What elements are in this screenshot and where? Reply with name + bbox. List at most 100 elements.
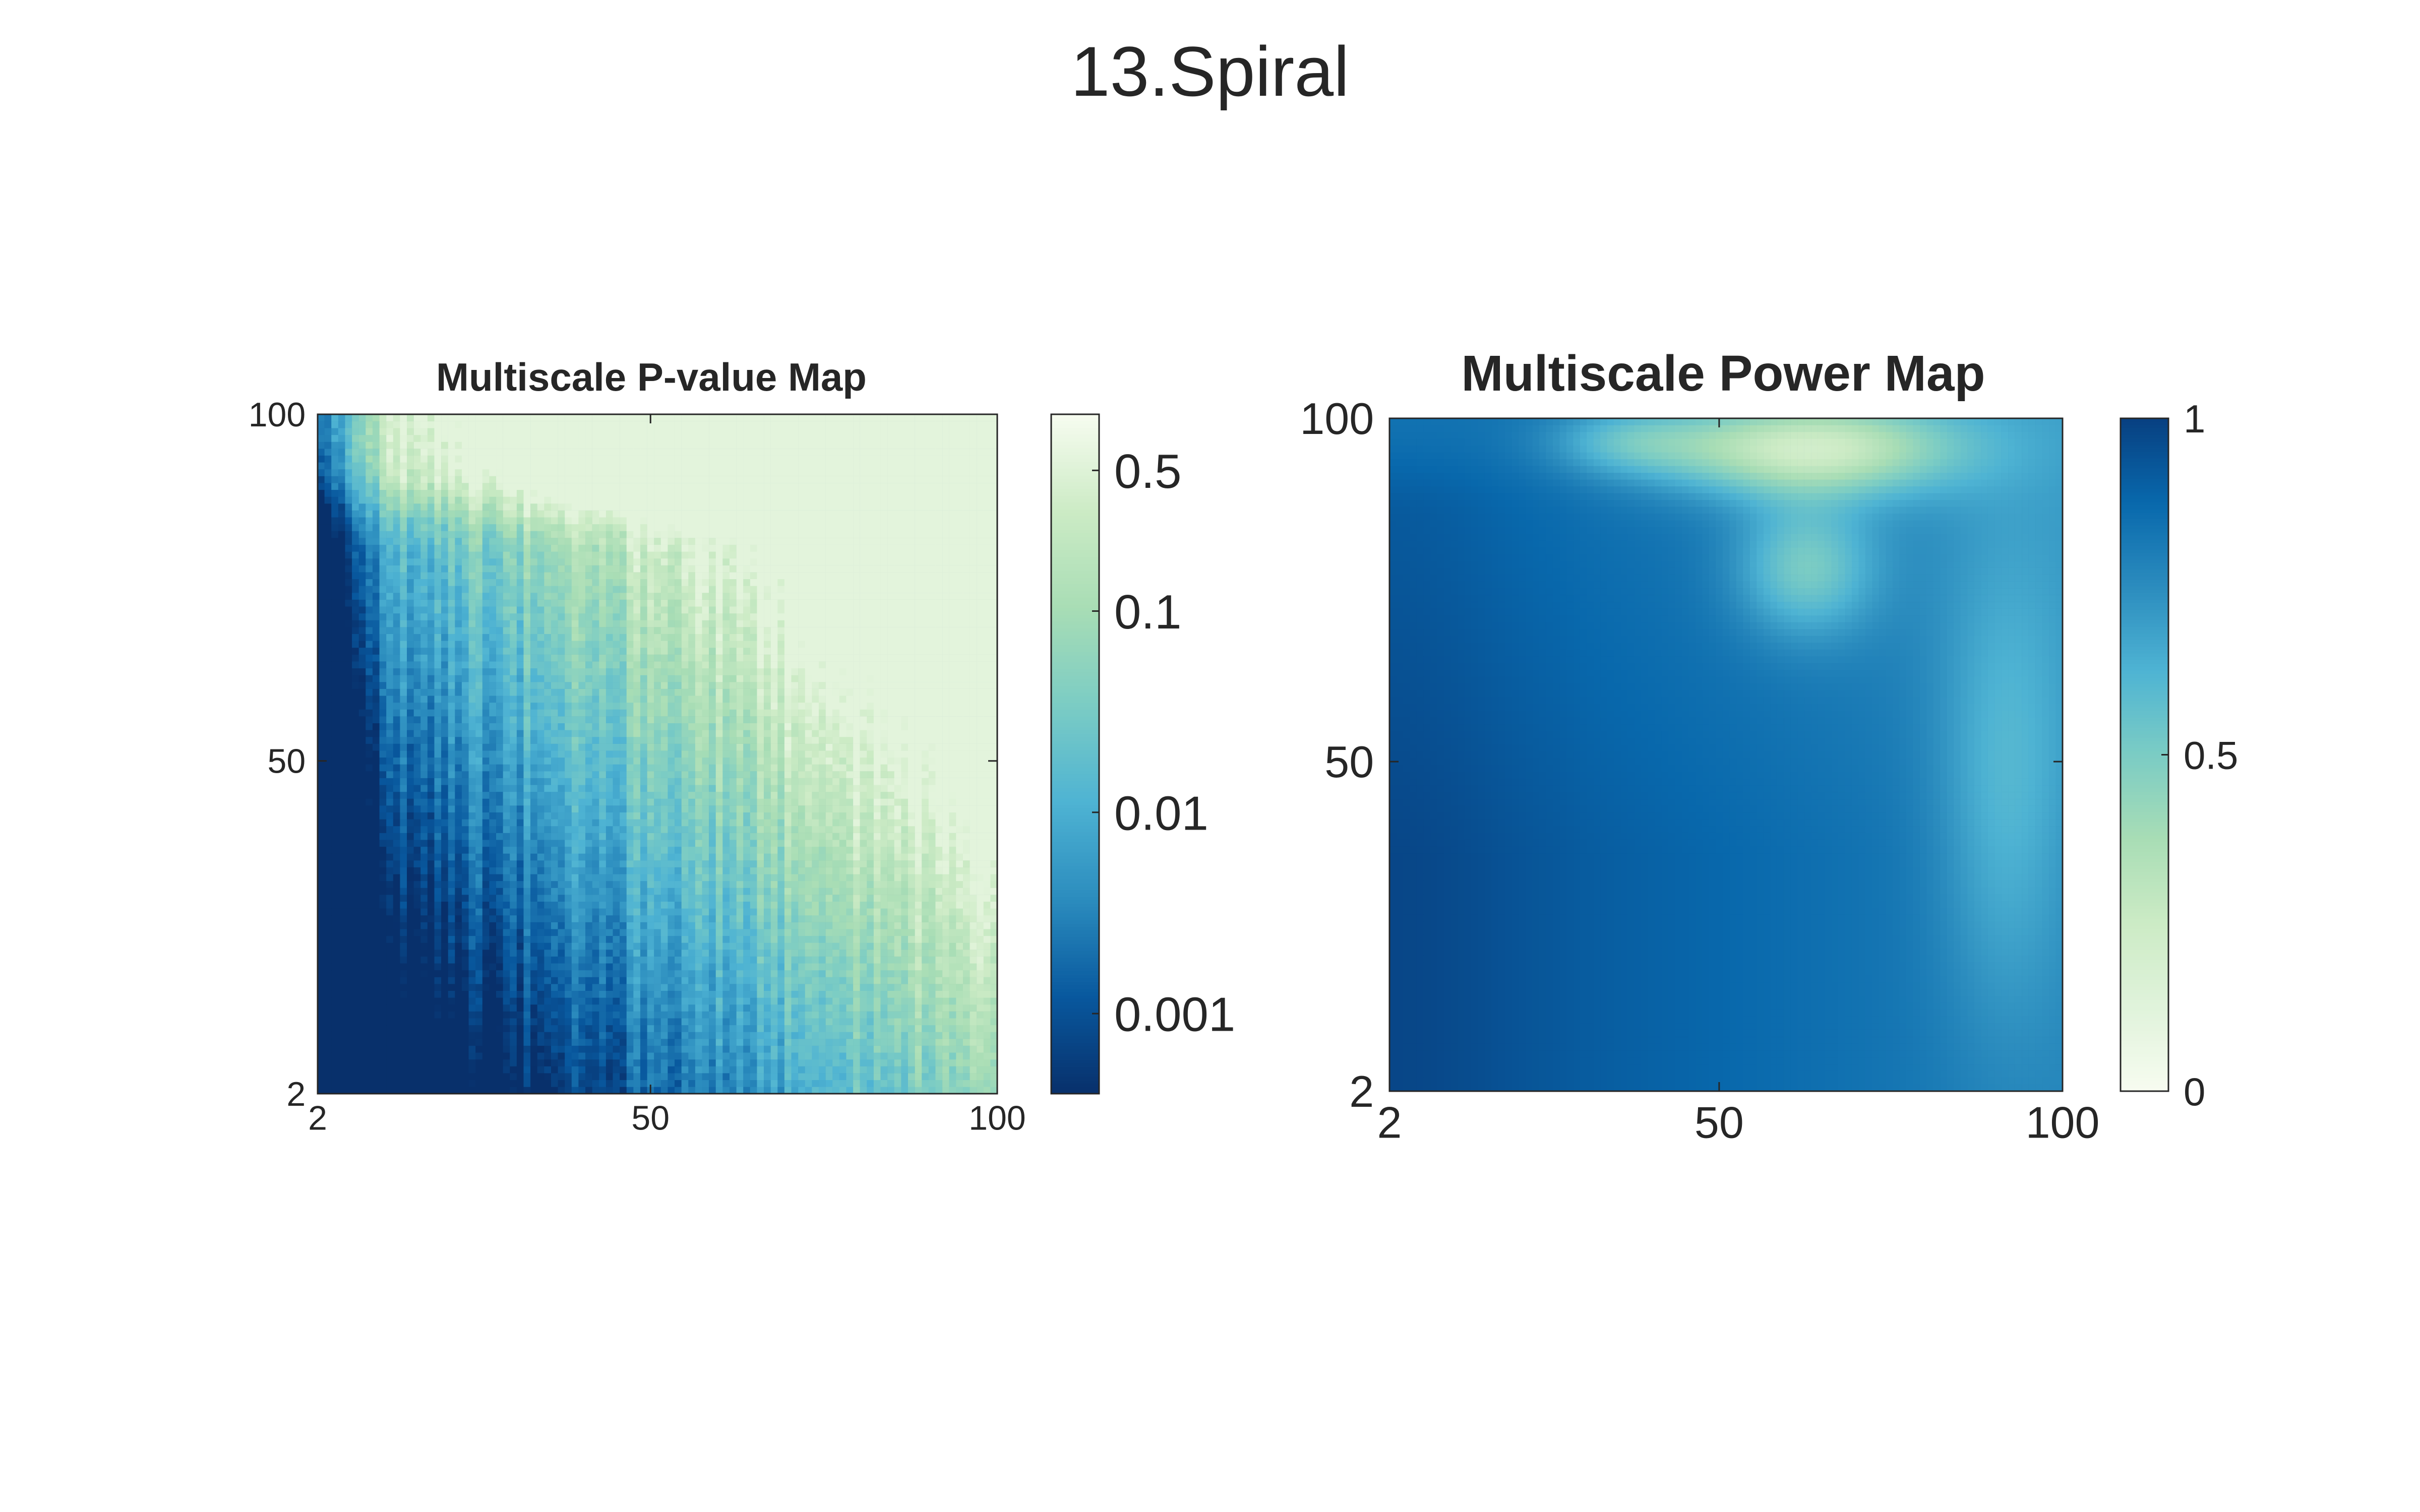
pvalue-cell xyxy=(372,826,380,833)
pvalue-cell xyxy=(338,462,345,470)
pvalue-cell xyxy=(544,997,552,1005)
pvalue-cell xyxy=(393,805,400,813)
pvalue-cell xyxy=(592,743,599,751)
pvalue-cell xyxy=(489,531,497,538)
pvalue-cell xyxy=(331,654,339,662)
pvalue-cell xyxy=(530,1004,537,1012)
pvalue-cell xyxy=(544,620,552,627)
pvalue-cell xyxy=(427,833,435,840)
pvalue-cell xyxy=(626,469,634,476)
pvalue-cell xyxy=(516,462,524,470)
pvalue-cell xyxy=(386,984,394,991)
pvalue-cell xyxy=(585,757,592,765)
pvalue-cell xyxy=(420,442,428,449)
pvalue-cell xyxy=(455,1087,462,1094)
pvalue-cell xyxy=(592,442,599,449)
pvalue-cell xyxy=(379,942,387,950)
pvalue-cell xyxy=(640,977,647,984)
pvalue-cell xyxy=(558,819,565,827)
pvalue-cell xyxy=(503,853,510,861)
pvalue-cell xyxy=(654,682,661,689)
pvalue-cell xyxy=(420,950,428,957)
pvalue-cell xyxy=(407,1025,414,1032)
pvalue-cell xyxy=(338,1004,345,1012)
pvalue-cell xyxy=(640,901,647,909)
pvalue-cell xyxy=(461,599,469,607)
pvalue-cell xyxy=(551,970,558,977)
pvalue-cell xyxy=(468,997,476,1005)
pvalue-cell xyxy=(338,434,345,442)
pvalue-cell xyxy=(544,771,552,778)
pvalue-cell xyxy=(338,1025,345,1032)
pvalue-cell xyxy=(461,723,469,730)
pvalue-cell xyxy=(345,483,352,490)
pvalue-cell xyxy=(358,709,366,717)
pvalue-cell xyxy=(496,641,503,648)
pvalue-cell xyxy=(537,469,544,476)
pvalue-cell xyxy=(585,956,592,964)
pvalue-cell xyxy=(606,771,613,778)
pvalue-cell xyxy=(372,517,380,525)
pvalue-cell xyxy=(468,942,476,950)
pvalue-cell xyxy=(558,1087,565,1094)
pvalue-cell xyxy=(640,449,647,456)
pvalue-cell xyxy=(386,764,394,772)
pvalue-cell xyxy=(558,503,565,511)
pvalue-cell xyxy=(366,730,373,737)
pvalue-cell xyxy=(496,531,503,538)
pvalue-cell xyxy=(516,1066,524,1074)
pvalue-cell xyxy=(654,696,661,703)
pvalue-cell xyxy=(633,682,641,689)
pvalue-cell xyxy=(640,709,647,717)
pvalue-cell xyxy=(338,860,345,867)
pvalue-cell xyxy=(393,970,400,977)
pvalue-cell xyxy=(413,647,421,655)
pvalue-cell xyxy=(413,771,421,778)
pvalue-cell xyxy=(420,593,428,600)
pvalue-cell xyxy=(647,935,654,943)
pvalue-cell xyxy=(427,908,435,916)
pvalue-cell xyxy=(585,668,592,675)
pvalue-cell xyxy=(448,997,455,1005)
pvalue-cell xyxy=(352,449,359,456)
pvalue-cell xyxy=(379,524,387,531)
pvalue-cell xyxy=(379,970,387,977)
pvalue-cell xyxy=(633,702,641,710)
pvalue-cell xyxy=(626,599,634,607)
pvalue-cell xyxy=(441,544,448,552)
pvalue-cell xyxy=(503,593,510,600)
pvalue-cell xyxy=(345,1011,352,1019)
pvalue-cell xyxy=(620,942,627,950)
pvalue-cell xyxy=(489,764,497,772)
pvalue-cell xyxy=(592,880,599,888)
pvalue-cell xyxy=(324,414,332,421)
pvalue-cell xyxy=(640,826,647,833)
pvalue-cell xyxy=(420,538,428,545)
pvalue-cell xyxy=(503,963,510,971)
pvalue-cell xyxy=(633,1004,641,1012)
pvalue-cell xyxy=(660,1080,668,1087)
pvalue-cell xyxy=(606,880,613,888)
pvalue-cell xyxy=(613,977,620,984)
pvalue-cell xyxy=(468,709,476,717)
pvalue-cell xyxy=(585,970,592,977)
pvalue-cell xyxy=(441,586,448,593)
pvalue-cell xyxy=(592,496,599,504)
pvalue-cell xyxy=(585,586,592,593)
pvalue-cell xyxy=(592,901,599,909)
pvalue-cell xyxy=(654,1073,661,1081)
pvalue-cell xyxy=(379,579,387,586)
pvalue-cell xyxy=(358,826,366,833)
pvalue-cell xyxy=(585,908,592,916)
pvalue-cell xyxy=(585,1039,592,1046)
pvalue-cell xyxy=(620,634,627,641)
pvalue-cell xyxy=(606,929,613,936)
pvalue-cell xyxy=(544,1045,552,1053)
pvalue-cell xyxy=(379,702,387,710)
pvalue-cell xyxy=(565,606,572,614)
pvalue-cell xyxy=(400,421,407,428)
pvalue-cell xyxy=(599,709,607,717)
pvalue-cell xyxy=(571,1066,579,1074)
pvalue-cell xyxy=(510,442,517,449)
pvalue-cell xyxy=(537,942,544,950)
